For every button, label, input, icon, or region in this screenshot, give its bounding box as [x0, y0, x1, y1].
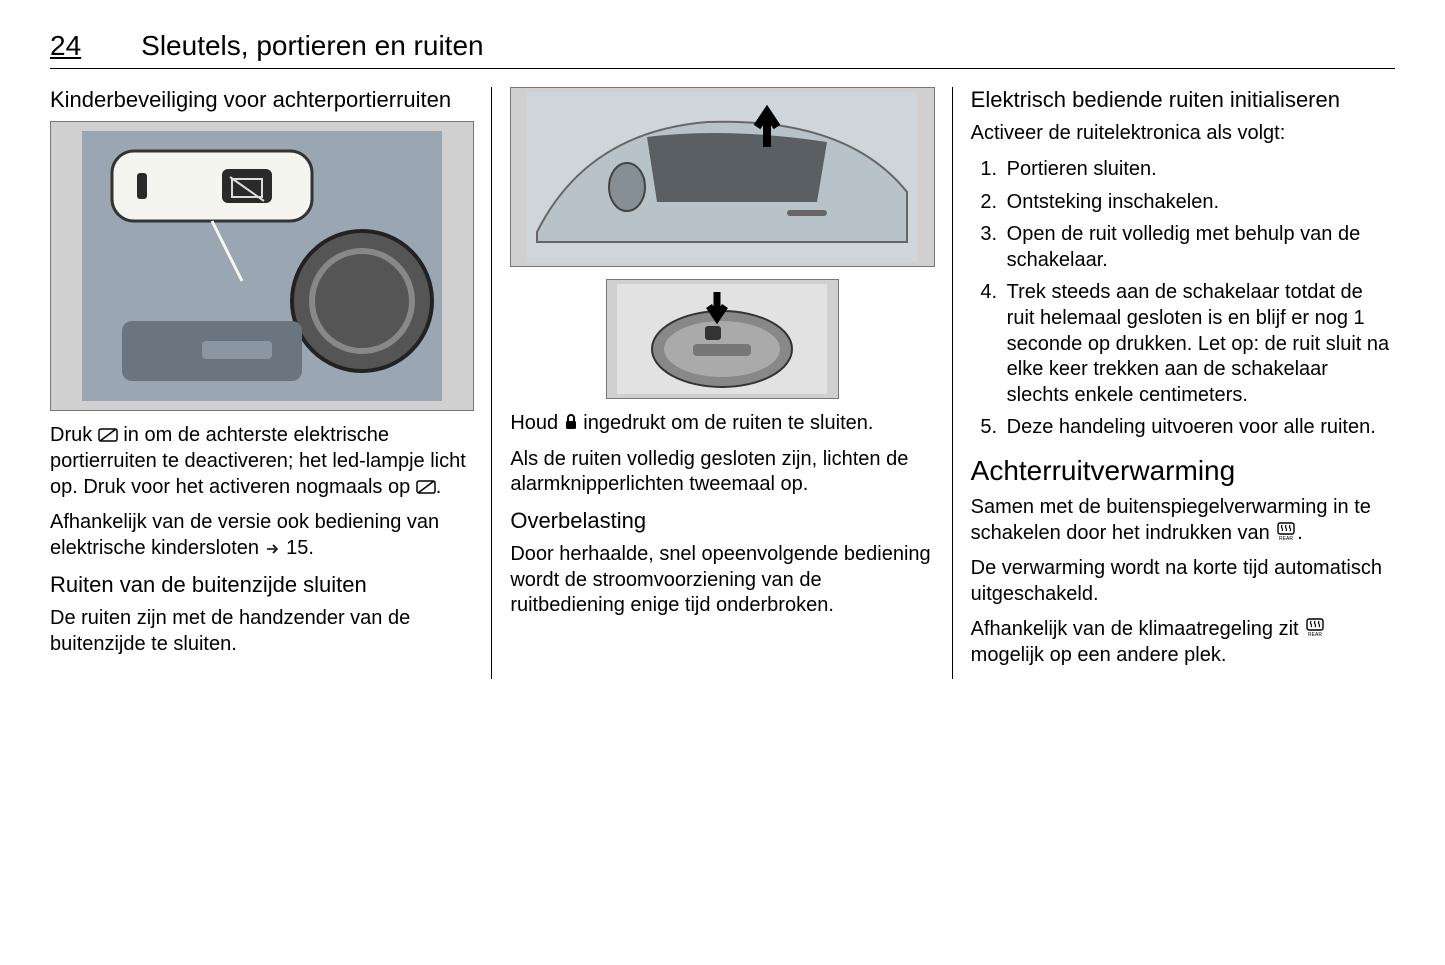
paragraph-heating-activate: Samen met de buitenspiegelverwarming in … — [971, 495, 1395, 546]
column-3: Elektrisch bediende ruiten initialiseren… — [953, 87, 1395, 679]
page-number: 24 — [50, 30, 81, 62]
reference-page: 15 — [286, 537, 308, 559]
paragraph-hazard-flash: Als de ruiten volledig gesloten zijn, li… — [510, 447, 934, 498]
list-item: Portieren sluiten. — [1003, 157, 1395, 183]
window-lock-icon — [416, 475, 436, 501]
text-fragment: Samen met de buitenspiegelverwarming in … — [971, 496, 1371, 544]
paragraph-heating-location: Afhankelijk van de klimaatregeling zit R… — [971, 617, 1395, 668]
door-controls-illustration — [82, 131, 442, 401]
heading-rear-window-heating: Achterruitverwarming — [971, 455, 1395, 487]
remote-key-illustration — [617, 284, 827, 394]
car-side-illustration — [527, 92, 917, 262]
list-item: Ontsteking inschakelen. — [1003, 190, 1395, 216]
figure-remote-key — [606, 279, 839, 399]
paragraph-init-intro: Activeer de ruitelektronica als volgt: — [971, 121, 1395, 147]
svg-text:REAR: REAR — [1279, 536, 1293, 541]
text-fragment: . — [1297, 522, 1303, 544]
paragraph-close-outside: De ruiten zijn met de handzender van de … — [50, 606, 474, 657]
paragraph-child-lock-ref: Afhankelijk van de versie ook bediening … — [50, 510, 474, 561]
paragraph-heating-auto-off: De verwarming wordt na korte tijd automa… — [971, 556, 1395, 607]
svg-text:REAR: REAR — [1308, 632, 1322, 637]
figure-car-window-up — [510, 87, 934, 267]
list-item: Deze handeling uitvoeren voor alle ruite… — [1003, 415, 1395, 441]
list-item: Open de ruit volledig met behulp van de … — [1003, 222, 1395, 273]
rear-defrost-icon: REAR — [1304, 617, 1326, 643]
init-steps-list: Portieren sluiten. Ontsteking inschakele… — [971, 157, 1395, 441]
rear-defrost-icon: REAR — [1275, 521, 1297, 547]
paragraph-hold-lock: Houd ingedrukt om de ruiten te sluiten. — [510, 411, 934, 437]
text-fragment: . — [436, 476, 442, 498]
text-fragment: Druk — [50, 424, 98, 446]
column-1: Kinderbeveiliging voor achterportierruit… — [50, 87, 492, 679]
text-fragment: Houd — [510, 412, 563, 434]
manual-page: 24 Sleutels, portieren en ruiten Kinderb… — [0, 0, 1445, 709]
reference-arrow-icon — [265, 536, 281, 562]
chapter-title: Sleutels, portieren en ruiten — [141, 30, 483, 62]
text-fragment: mogelijk op een andere plek. — [971, 644, 1227, 666]
paragraph-deactivate-windows: Druk in om de achterste elektrische port… — [50, 423, 474, 500]
column-layout: Kinderbeveiliging voor achterportierruit… — [50, 87, 1395, 679]
text-fragment: . — [308, 537, 314, 559]
text-fragment: ingedrukt om de ruiten te sluiten. — [578, 412, 874, 434]
figure-door-controls — [50, 121, 474, 411]
heading-overload: Overbelasting — [510, 508, 934, 534]
heading-close-outside: Ruiten van de buitenzijde sluiten — [50, 572, 474, 598]
heading-child-safety: Kinderbeveiliging voor achterportierruit… — [50, 87, 474, 113]
lock-icon — [564, 411, 578, 437]
paragraph-overload: Door herhaalde, snel opeenvolgende bedie… — [510, 542, 934, 619]
list-item: Trek steeds aan de schakelaar totdat de … — [1003, 280, 1395, 408]
column-2: Houd ingedrukt om de ruiten te sluiten. … — [492, 87, 952, 679]
text-fragment: Afhankelijk van de versie ook bediening … — [50, 511, 439, 559]
page-header: 24 Sleutels, portieren en ruiten — [50, 30, 1395, 69]
heading-initialize-windows: Elektrisch bediende ruiten initialiseren — [971, 87, 1395, 113]
text-fragment: Afhankelijk van de klimaatregeling zit — [971, 618, 1305, 640]
window-lock-icon — [98, 423, 118, 449]
